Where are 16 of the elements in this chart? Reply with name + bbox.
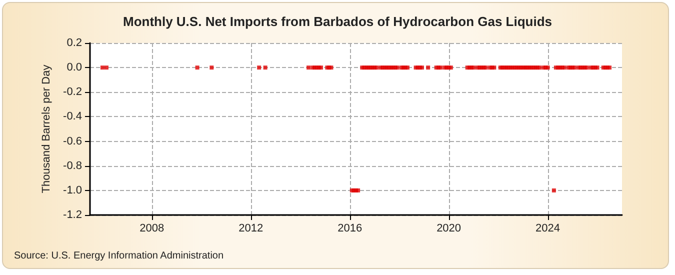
source-note: Source: U.S. Energy Information Administration: [14, 250, 224, 262]
y-tick-label: -0.2: [63, 86, 82, 98]
x-tick-label: 2016: [338, 222, 362, 234]
x-tick-label: 2024: [536, 222, 560, 234]
y-tick-label: 0.2: [66, 37, 82, 49]
y-tick-label: -0.8: [63, 160, 82, 172]
chart-title: Monthly U.S. Net Imports from Barbados of Hydrocarbon Gas Liquids: [122, 14, 552, 29]
y-tick-label: -1.0: [63, 184, 82, 196]
y-axis-title: Thousand Barrels per Day: [40, 64, 52, 194]
y-tick-label: -0.4: [63, 110, 82, 123]
x-tick-label: 2008: [140, 222, 164, 234]
x-tick-label: 2012: [238, 222, 264, 234]
y-tick-label: -1.2: [63, 209, 82, 221]
y-tick-label: 0.0: [66, 62, 82, 74]
x-tick-label: 2020: [436, 222, 462, 234]
y-tick-label: -0.6: [63, 135, 82, 148]
